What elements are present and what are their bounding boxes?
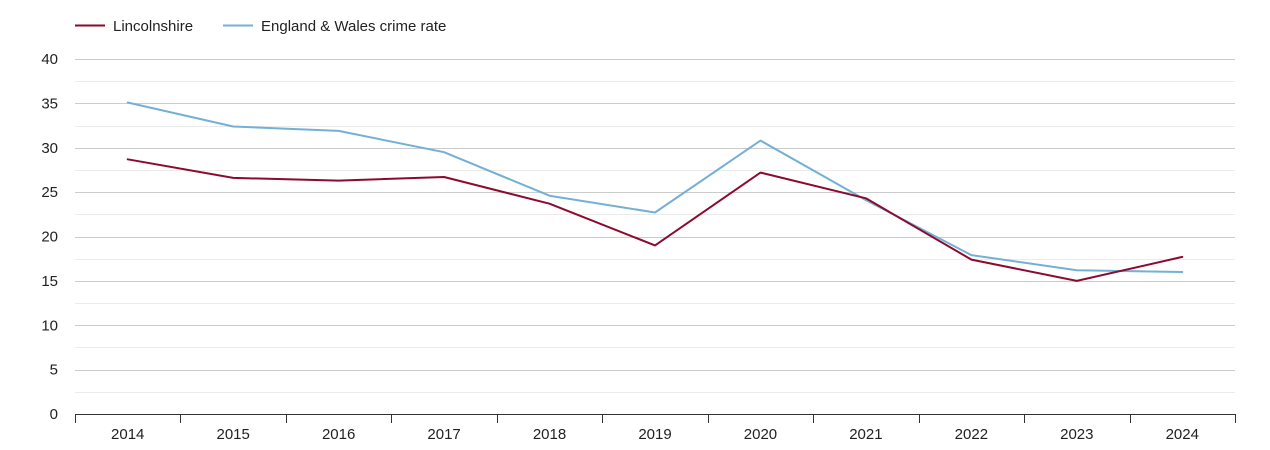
y-tick-label: 15: [41, 273, 58, 290]
y-tick-label: 5: [50, 362, 58, 379]
series-group: [126, 101, 1184, 282]
y-tick-label: 35: [41, 95, 58, 112]
legend[interactable]: Lincolnshire England & Wales crime rate: [75, 18, 446, 35]
y-tick-label: 30: [41, 140, 58, 157]
y-axis: 0 5 10 15 20 25 30 35 40: [41, 51, 58, 423]
x-axis: 2014 2015 2016 2017 2018 2019 2020 2021 2022 2023…: [75, 414, 1236, 443]
y-tick-label: 40: [41, 51, 58, 68]
x-tick-label: 2022: [955, 426, 988, 443]
legend-label: Lincolnshire: [113, 18, 193, 35]
x-tick-label: 2018: [533, 426, 566, 443]
legend-label: England & Wales crime rate: [261, 18, 446, 35]
x-tick-label: 2024: [1166, 426, 1199, 443]
series-line-england-wales: [126, 101, 1184, 273]
x-tick-label: 2016: [322, 426, 355, 443]
y-tick-label: 0: [50, 406, 58, 423]
x-tick-label: 2020: [744, 426, 777, 443]
y-tick-label: 20: [41, 229, 58, 246]
x-tick-label: 2017: [427, 426, 460, 443]
x-tick-label: 2023: [1060, 426, 1093, 443]
x-tick-label: 2014: [111, 426, 144, 443]
y-tick-label: 10: [41, 317, 58, 334]
y-tick-label: 25: [41, 184, 58, 201]
legend-item-lincolnshire[interactable]: Lincolnshire: [75, 18, 193, 35]
series-line-lincolnshire: [126, 158, 1184, 282]
x-tick-label: 2019: [638, 426, 671, 443]
grid: [75, 59, 1235, 393]
x-tick-label: 2015: [216, 426, 249, 443]
legend-item-england-wales[interactable]: England & Wales crime rate: [223, 18, 446, 35]
x-tick-label: 2021: [849, 426, 882, 443]
